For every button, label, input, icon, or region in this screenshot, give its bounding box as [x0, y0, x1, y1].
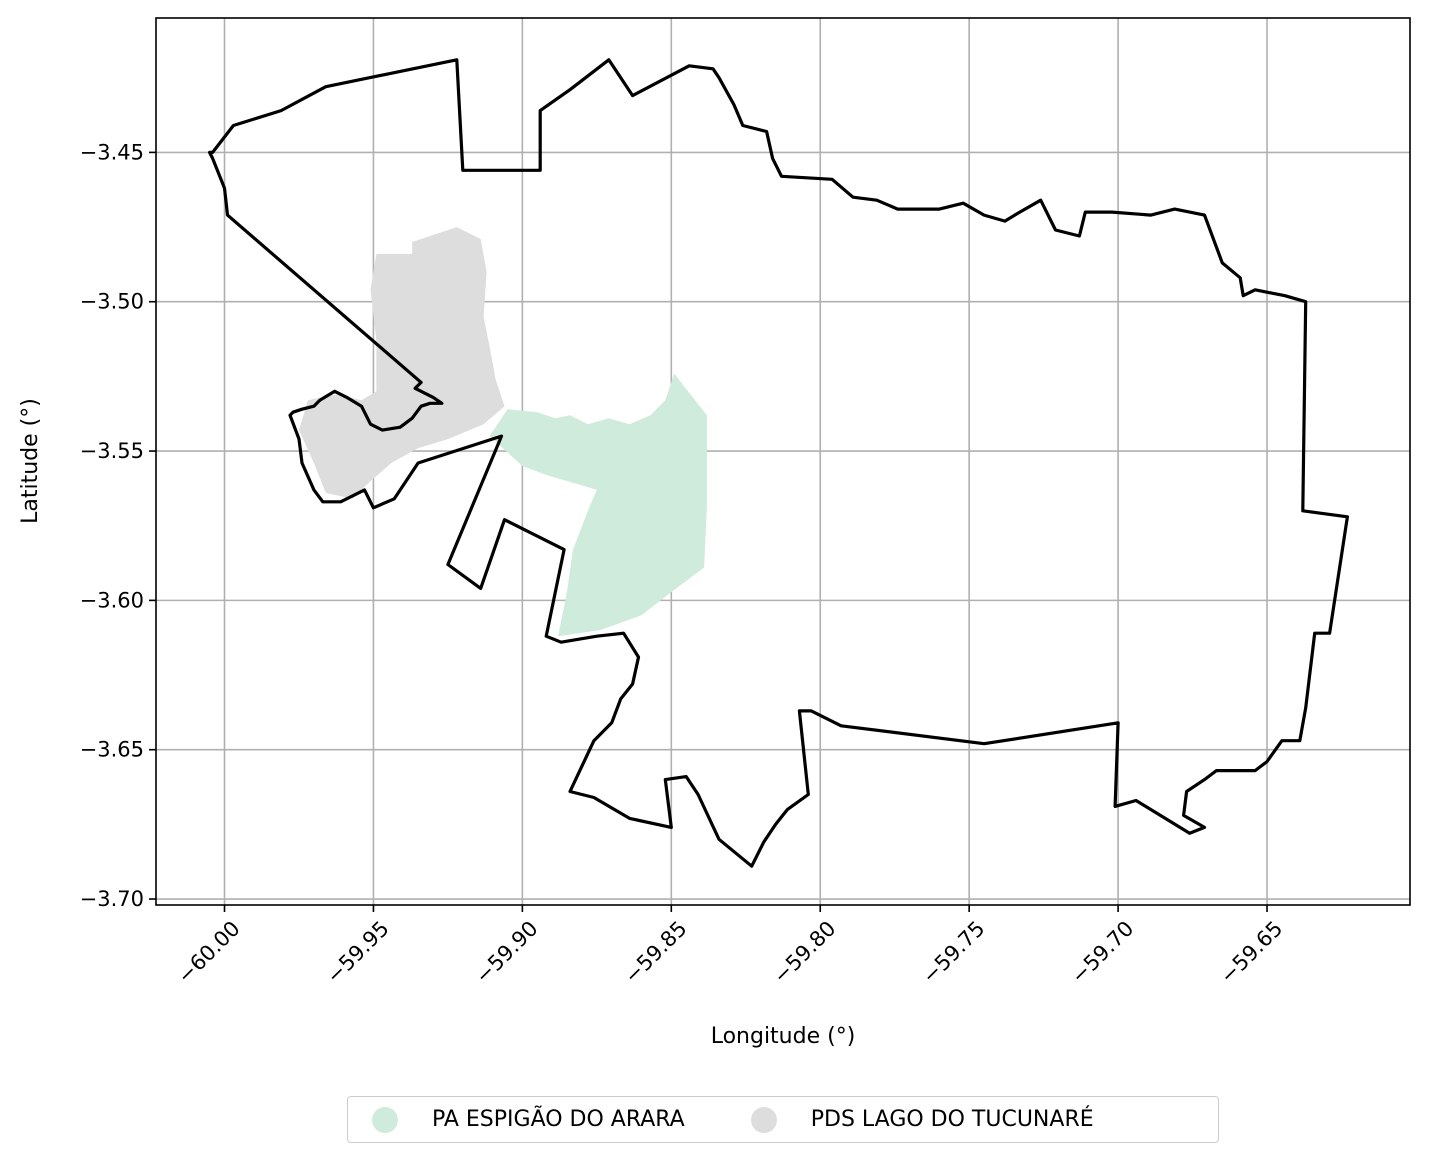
- plot-frame: [155, 17, 1411, 906]
- y-tick-label: −3.45: [80, 140, 144, 164]
- legend-swatch-pa-espigao: [372, 1106, 398, 1133]
- x-tick-label: −59.85: [620, 916, 692, 988]
- legend-swatch-pds-lago: [750, 1106, 777, 1133]
- areas-layer: [299, 227, 707, 637]
- legend-label-pds-lago: PDS LAGO DO TUCUNARÉ: [810, 1107, 1094, 1132]
- x-tick-label: −59.95: [322, 916, 394, 988]
- x-tick-label: −59.80: [769, 916, 841, 988]
- y-tick-label: −3.55: [80, 439, 144, 463]
- municipality-boundary: [208, 58, 1350, 868]
- y-tick-label: −3.65: [80, 738, 144, 762]
- y-axis-ticks: −3.45 −3.50 −3.55 −3.60 −3.65 −3.70: [80, 140, 156, 911]
- y-tick-label: −3.70: [80, 887, 144, 911]
- legend-item-pds-lago: PDS LAGO DO TUCUNARÉ: [750, 1106, 1094, 1133]
- area-pds-lago-do-tucunare: [299, 227, 505, 499]
- legend-item-pa-espigao: PA ESPIGÃO DO ARARA: [372, 1106, 685, 1133]
- x-tick-label: −60.00: [173, 916, 245, 988]
- legend-label-pa-espigao: PA ESPIGÃO DO ARARA: [432, 1107, 685, 1132]
- boundary-layer: [208, 58, 1350, 868]
- x-tick-label: −59.65: [1215, 916, 1287, 988]
- y-tick-label: −3.60: [80, 588, 144, 612]
- y-axis-title: Latitude (°): [18, 398, 43, 524]
- x-axis-title: Longitude (°): [711, 1024, 856, 1049]
- legend: PA ESPIGÃO DO ARARA PDS LAGO DO TUCUNARÉ: [347, 1096, 1219, 1143]
- area-pa-espigao-do-arara: [489, 373, 707, 637]
- x-tick-label: −59.75: [918, 916, 990, 988]
- y-tick-label: −3.50: [80, 290, 144, 314]
- x-tick-label: −59.90: [471, 916, 543, 988]
- x-tick-label: −59.70: [1066, 916, 1138, 988]
- x-axis-ticks: −60.00 −59.95 −59.90 −59.85 −59.80 −59.75 −59.…: [173, 905, 1287, 988]
